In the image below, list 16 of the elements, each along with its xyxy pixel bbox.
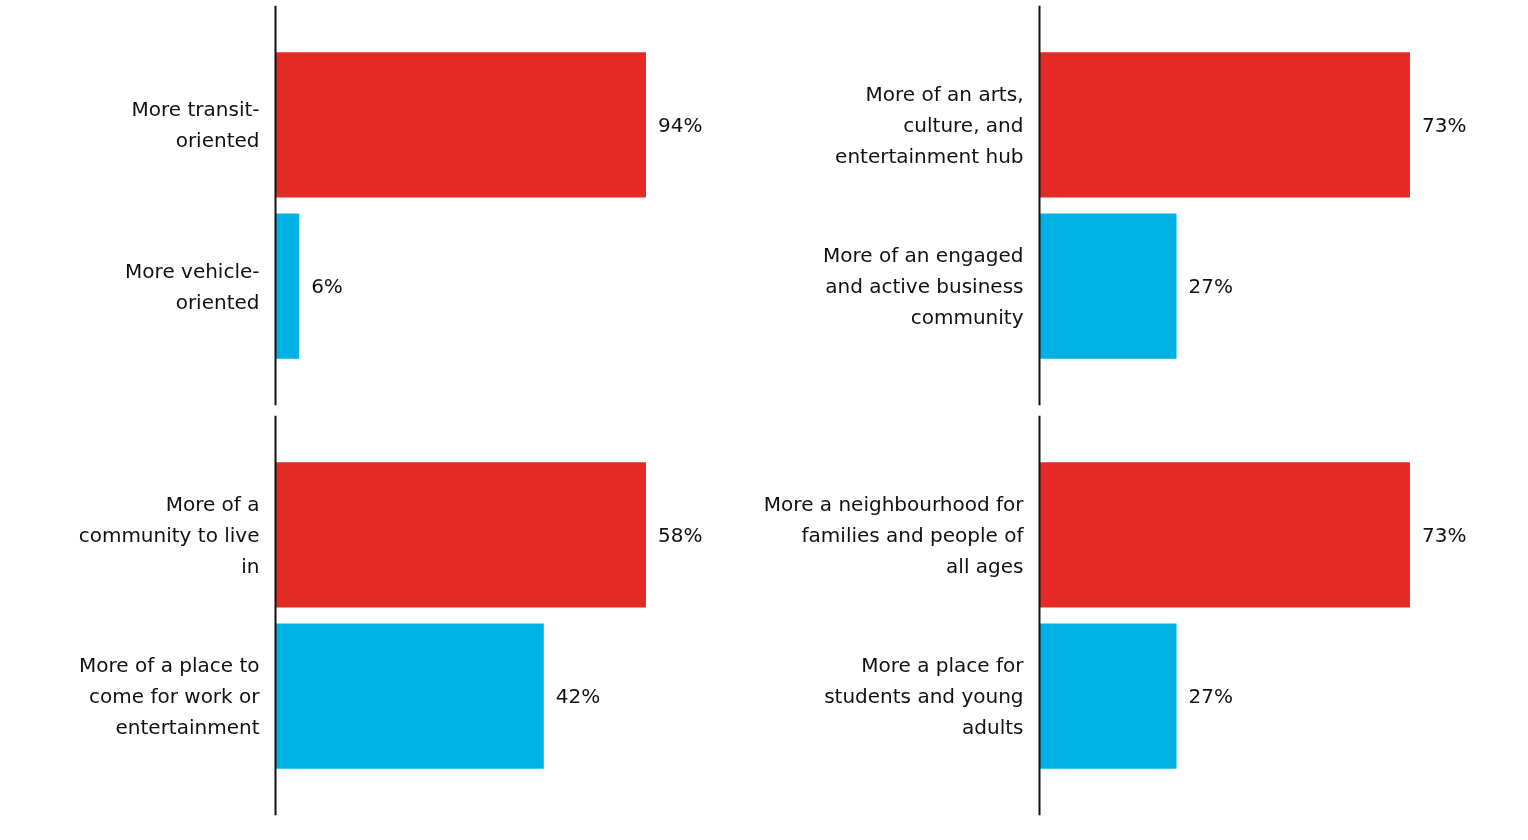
data-label: 73% <box>1421 112 1467 137</box>
data-label: 27% <box>1188 684 1233 709</box>
y-tick-label: More of an arts, culture, and entertainment hub <box>835 81 1024 169</box>
y-tick-label: More of an engaged and active business community <box>823 242 1024 330</box>
data-label: 42% <box>555 684 601 709</box>
data-label: 27% <box>1188 274 1233 299</box>
data-label: 6% <box>311 274 343 299</box>
data-label: 94% <box>657 112 703 137</box>
y-tick-label: More vehicle-oriented <box>125 258 260 314</box>
y-tick-label: More transit-oriented <box>131 97 260 153</box>
data-label: 58% <box>657 522 703 547</box>
y-tick-label: More of a community to live in <box>78 491 260 579</box>
y-tick-label: More of a place to come for work or entertainment <box>79 652 261 740</box>
data-label: 73% <box>1421 522 1467 547</box>
y-tick-label: More a neighbourhood for families and people of all ages <box>763 491 1025 579</box>
y-tick-label: More a place for students and young adults <box>824 652 1025 740</box>
